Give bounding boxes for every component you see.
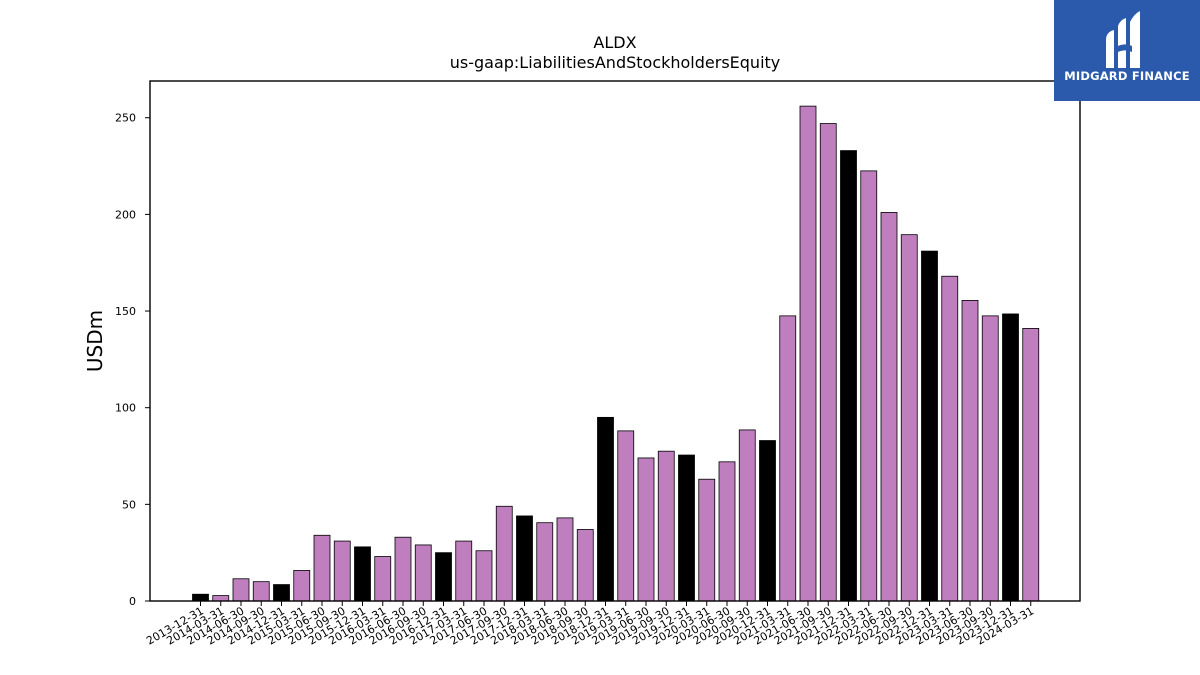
- bar: [516, 515, 533, 602]
- bar: [981, 315, 999, 602]
- bar: [880, 212, 898, 602]
- y-axis-ticks: 0 50 100 150 200 250: [115, 112, 150, 608]
- bar: [414, 544, 432, 602]
- bar: [475, 550, 493, 602]
- bar: [495, 505, 513, 602]
- bar: [678, 454, 695, 602]
- bar: [212, 595, 230, 602]
- bar: [840, 150, 857, 602]
- bar: [900, 234, 918, 602]
- bar: [293, 570, 311, 602]
- bar: [354, 546, 371, 602]
- x-axis-ticks: 2013-12-312014-03-312014-06-302014-09-30…: [144, 601, 1036, 648]
- bar: [536, 522, 554, 602]
- bar: [313, 534, 331, 602]
- y-tick-label: 0: [129, 595, 136, 608]
- bar: [941, 275, 959, 602]
- bar: [738, 429, 756, 602]
- bar: [394, 536, 412, 602]
- bar: [799, 105, 817, 602]
- bar: [252, 581, 270, 602]
- chart-subtitle: us-gaap:LiabilitiesAndStockholdersEquity: [450, 53, 781, 72]
- y-tick-label: 200: [115, 208, 136, 221]
- bar: [576, 529, 594, 602]
- plot-frame: [149, 80, 1081, 602]
- bar: [232, 578, 250, 602]
- bar: [435, 552, 452, 602]
- y-tick-label: 250: [115, 112, 136, 125]
- bar: [759, 440, 776, 602]
- bar: [455, 540, 473, 602]
- bar: [819, 123, 837, 602]
- bar: [961, 300, 979, 602]
- bar: [860, 170, 878, 602]
- midgard-finance-logo: MIDGARD FINANCE: [1054, 0, 1200, 101]
- bar: [637, 457, 655, 602]
- y-tick-label: 150: [115, 305, 136, 318]
- bar: [192, 593, 209, 602]
- bar: [556, 517, 574, 602]
- bar: [1002, 313, 1019, 602]
- bars-group: [192, 105, 1040, 602]
- y-tick-label: 100: [115, 402, 136, 415]
- bar: [1022, 328, 1040, 602]
- bar: [657, 450, 675, 602]
- bar: [597, 416, 614, 602]
- chart-title: ALDX: [593, 33, 636, 52]
- bar: [374, 556, 392, 602]
- bar: [333, 540, 351, 602]
- brand-name: MIDGARD FINANCE: [1064, 69, 1190, 83]
- bar: [273, 584, 290, 602]
- y-tick-label: 50: [122, 498, 136, 511]
- bar: [779, 315, 797, 602]
- bar: [921, 250, 938, 602]
- midgard-m-logo-icon: [1106, 11, 1140, 68]
- y-axis-label: USDm: [83, 310, 107, 372]
- bar: [617, 430, 635, 602]
- bar: [698, 478, 716, 602]
- bar: [718, 461, 736, 602]
